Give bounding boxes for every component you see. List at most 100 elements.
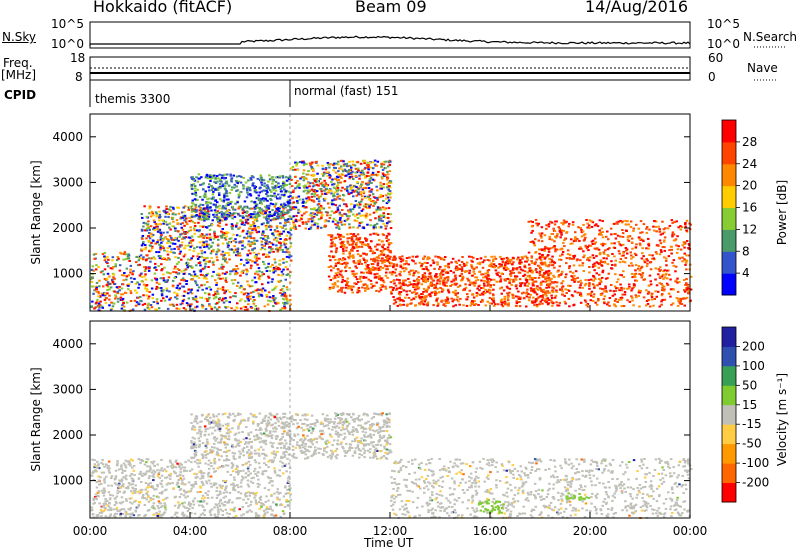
scatter-cell — [609, 227, 613, 230]
scatter-cell — [373, 163, 377, 166]
scatter-cell — [336, 196, 339, 199]
scatter-cell — [139, 254, 143, 257]
scatter-cell — [508, 291, 511, 294]
scatter-cell — [434, 276, 437, 279]
scatter-cell — [414, 295, 418, 298]
scatter-cell — [493, 266, 496, 269]
scatter-cell — [588, 227, 591, 230]
scatter-cell — [345, 284, 348, 287]
scatter-cell — [388, 170, 392, 173]
scatter-cell — [545, 294, 548, 297]
scatter-cell — [337, 179, 341, 181]
scatter-cell — [538, 232, 541, 235]
scatter-cell — [242, 288, 246, 291]
scatter-cell — [544, 256, 547, 259]
scatter-cell — [286, 201, 289, 204]
scatter-cell — [386, 196, 390, 199]
scatter-cell — [335, 185, 339, 188]
scatter-cell — [200, 296, 203, 299]
scatter-cell — [504, 279, 507, 282]
scatter-cell — [223, 214, 226, 217]
scatter-cell — [541, 280, 545, 283]
scatter-cell — [191, 297, 195, 300]
scatter-cell — [210, 177, 214, 180]
scatter-cell — [463, 264, 466, 267]
scatter-cell — [555, 248, 559, 251]
scatter-cell — [236, 189, 240, 192]
scatter-cell — [219, 178, 222, 181]
scatter-cell — [365, 238, 369, 241]
scatter-cell — [392, 279, 395, 282]
scatter-cell — [156, 223, 159, 226]
scatter-cell — [377, 219, 381, 222]
scatter-cell — [426, 303, 429, 306]
scatter-cell — [408, 273, 411, 276]
scatter-cell — [276, 250, 280, 253]
scatter-cell — [681, 256, 684, 259]
scatter-cell — [388, 250, 391, 253]
scatter-cell — [97, 295, 100, 298]
scatter-cell — [188, 273, 191, 275]
scatter-cell — [350, 166, 353, 169]
scatter-cell — [283, 292, 286, 295]
scatter-cell — [173, 247, 176, 250]
scatter-cell — [505, 285, 509, 288]
scatter-cell — [193, 275, 196, 278]
scatter-cell — [201, 274, 205, 277]
scatter-cell — [622, 305, 626, 307]
scatter-cell — [387, 181, 391, 184]
scatter-cell — [201, 214, 205, 217]
scatter-cell — [205, 233, 208, 236]
scatter-cell — [480, 287, 483, 289]
scatter-cell — [352, 233, 355, 236]
scatter-cell — [301, 221, 304, 224]
scatter-cell — [661, 289, 664, 292]
nave-label: Nave — [747, 61, 778, 75]
scatter-cell — [515, 302, 519, 304]
scatter-cell — [630, 257, 633, 260]
scatter-cell — [330, 210, 334, 213]
scatter-cell — [246, 235, 250, 238]
scatter-cell — [220, 199, 224, 202]
scatter-cell — [124, 258, 128, 261]
scatter-cell — [506, 268, 510, 270]
scatter-cell — [618, 243, 621, 246]
scatter-cell — [145, 288, 149, 291]
scatter-cell — [138, 263, 141, 266]
scatter-cell — [538, 272, 541, 275]
scatter-cell — [221, 258, 225, 261]
scatter-cell — [221, 277, 224, 280]
scatter-cell — [598, 219, 602, 222]
scatter-cell — [668, 273, 671, 276]
scatter-cell — [538, 286, 541, 289]
scatter-cell — [613, 242, 616, 245]
scatter-cell — [547, 223, 551, 226]
scatter-cell — [359, 185, 362, 188]
scatter-cell — [253, 276, 257, 279]
scatter-cell — [382, 281, 386, 284]
scatter-cell — [481, 261, 485, 264]
scatter-cell — [302, 164, 306, 167]
scatter-cell — [358, 224, 361, 227]
scatter-cell — [129, 292, 133, 295]
scatter-cell — [112, 266, 115, 268]
scatter-cell — [399, 258, 403, 260]
scatter-cell — [166, 231, 169, 234]
scatter-cell — [299, 161, 302, 163]
scatter-cell — [277, 273, 280, 276]
scatter-cell — [310, 192, 314, 195]
scatter-cell — [238, 194, 241, 197]
scatter-cell — [373, 252, 376, 254]
scatter-cell — [167, 276, 171, 279]
scatter-cell — [384, 285, 387, 288]
scatter-cell — [114, 265, 117, 268]
scatter-cell — [182, 255, 186, 258]
scatter-cell — [369, 199, 372, 202]
scatter-cell — [541, 254, 544, 256]
scatter-cell — [454, 283, 457, 286]
scatter-cell — [201, 267, 205, 270]
scatter-cell — [540, 283, 543, 286]
scatter-cell — [225, 231, 228, 234]
scatter-cell — [259, 174, 263, 177]
scatter-cell — [587, 249, 590, 252]
